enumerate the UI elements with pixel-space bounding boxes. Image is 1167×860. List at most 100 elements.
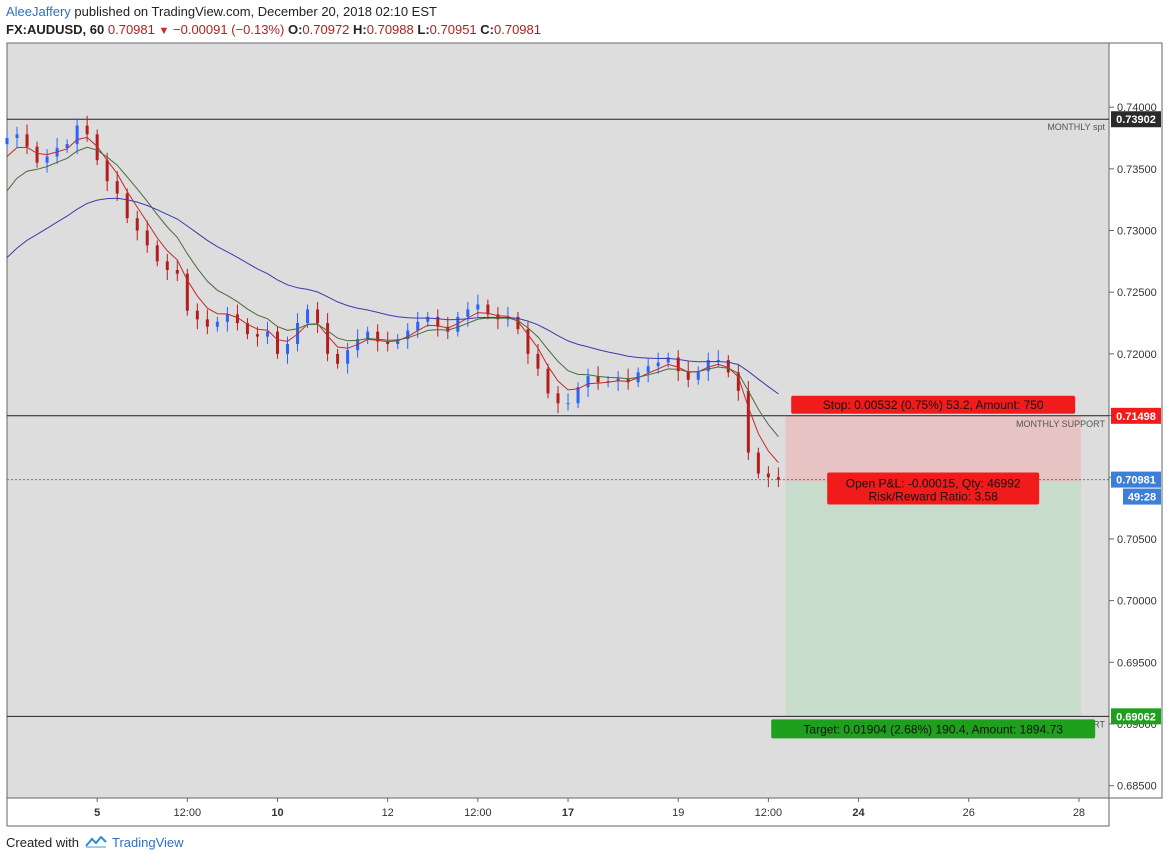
symbol-info: FX:AUDUSD, 60 0.70981 ▼ −0.00091 (−0.13%… [6, 22, 541, 37]
open-value: 0.70972 [302, 22, 350, 37]
candle-body [436, 316, 440, 327]
low-label: L: [417, 22, 430, 37]
candle-body [336, 353, 340, 364]
x-tick-label: 5 [94, 807, 100, 819]
candle-body [316, 309, 320, 324]
candle-body [566, 403, 570, 405]
x-tick-label: 12:00 [464, 807, 492, 819]
ema-fast-line [6, 136, 779, 463]
candle-body [476, 304, 480, 310]
candle-body [766, 473, 770, 478]
candle-body [586, 376, 590, 388]
candle-body [215, 321, 219, 327]
candle-body [656, 362, 660, 367]
x-tick-label: 12 [382, 807, 394, 819]
y-tick-label: 0.70000 [1117, 596, 1157, 608]
candle-body [306, 309, 310, 324]
candle-body [175, 269, 179, 274]
candle-body [326, 323, 330, 354]
countdown-badge [1123, 488, 1161, 505]
countdown-label: 49:28 [1128, 492, 1156, 504]
candle-body [686, 371, 690, 380]
tradingview-link[interactable]: TradingView [112, 835, 184, 850]
published-text: published on TradingView.com, December 2… [74, 4, 437, 19]
candle-body [386, 341, 390, 345]
candle-body [466, 309, 470, 317]
x-tick-label: 24 [852, 807, 865, 819]
candle-body [416, 321, 420, 331]
candle-body [516, 316, 520, 330]
x-tick-label: 28 [1073, 807, 1085, 819]
level-name: MONTHLY spt [1047, 122, 1105, 132]
candle-body [195, 310, 199, 320]
level-badge [1111, 111, 1161, 128]
y-tick-label: 0.70500 [1117, 534, 1157, 546]
rr-label: Risk/Reward Ratio: 3.58 [868, 489, 998, 503]
y-tick-label: 0.73000 [1117, 226, 1157, 238]
candle-body [225, 314, 229, 322]
candle-body [556, 393, 560, 404]
candle-body [346, 350, 350, 364]
author-link[interactable]: AleeJaffery [6, 4, 71, 19]
high-value: 0.70988 [366, 22, 414, 37]
candle-body [265, 331, 269, 337]
pnl-label: Open P&L: -0.00015, Qty: 46992 [846, 476, 1021, 490]
tradingview-logo-icon [84, 835, 107, 851]
open-label: O: [287, 22, 303, 37]
x-tick-label: 12:00 [755, 807, 783, 819]
candle-body [696, 371, 700, 380]
y-tick-label: 0.72500 [1117, 287, 1157, 299]
candle-body [185, 273, 189, 311]
candle-body [576, 387, 580, 404]
stop-zone [785, 415, 1081, 482]
close-value: 0.70981 [494, 22, 541, 37]
candle-body [676, 357, 680, 372]
current-price-badge [1111, 471, 1161, 488]
candle-body [456, 316, 460, 332]
candle-body [496, 314, 500, 320]
candle-body [736, 372, 740, 391]
candle-body [546, 368, 550, 394]
level-badge [1111, 407, 1161, 424]
candle-body [596, 376, 600, 383]
candle-body [536, 353, 540, 369]
y-tick-label: 0.73500 [1117, 164, 1157, 176]
y-tick-label: 0.68500 [1117, 781, 1157, 793]
candle-body [145, 230, 149, 246]
target-label: Target: 0.01904 (2.68%) 190.4, Amount: 1… [803, 722, 1063, 736]
candle-body [115, 181, 119, 194]
ema-mid-line [6, 146, 779, 438]
x-tick-label: 26 [963, 807, 975, 819]
candle-body [35, 146, 39, 163]
candle-body [646, 366, 650, 373]
candle-body [105, 160, 109, 182]
high-label: H: [353, 22, 367, 37]
candle-body [85, 125, 89, 135]
ema-slow-line [6, 197, 779, 395]
stop-label-badge [791, 395, 1076, 414]
candle-body [626, 378, 630, 383]
candle-body [25, 134, 29, 147]
candle-body [155, 245, 159, 262]
candle-body [706, 360, 710, 372]
candle-body [616, 378, 620, 382]
created-with-text: Created with [6, 835, 79, 850]
y-tick-label: 0.72000 [1117, 349, 1157, 361]
level-badge-label: 0.73902 [1116, 114, 1156, 126]
candle-body [165, 261, 169, 270]
down-arrow-icon: ▼ [158, 25, 170, 37]
level-badge-label: 0.71498 [1116, 411, 1156, 423]
candle-body [756, 452, 760, 474]
candle-body [75, 125, 79, 145]
x-tick-label: 12:00 [174, 807, 202, 819]
candle-body [235, 314, 239, 324]
candle-body [125, 193, 129, 219]
y-tick-label: 0.69500 [1117, 657, 1157, 669]
x-tick-label: 19 [672, 807, 684, 819]
candle-body [606, 381, 610, 383]
candle-body [406, 330, 410, 340]
candle-body [526, 329, 530, 354]
candle-body [776, 477, 780, 480]
level-name: MONTHLY SUPPORT [1016, 419, 1106, 429]
